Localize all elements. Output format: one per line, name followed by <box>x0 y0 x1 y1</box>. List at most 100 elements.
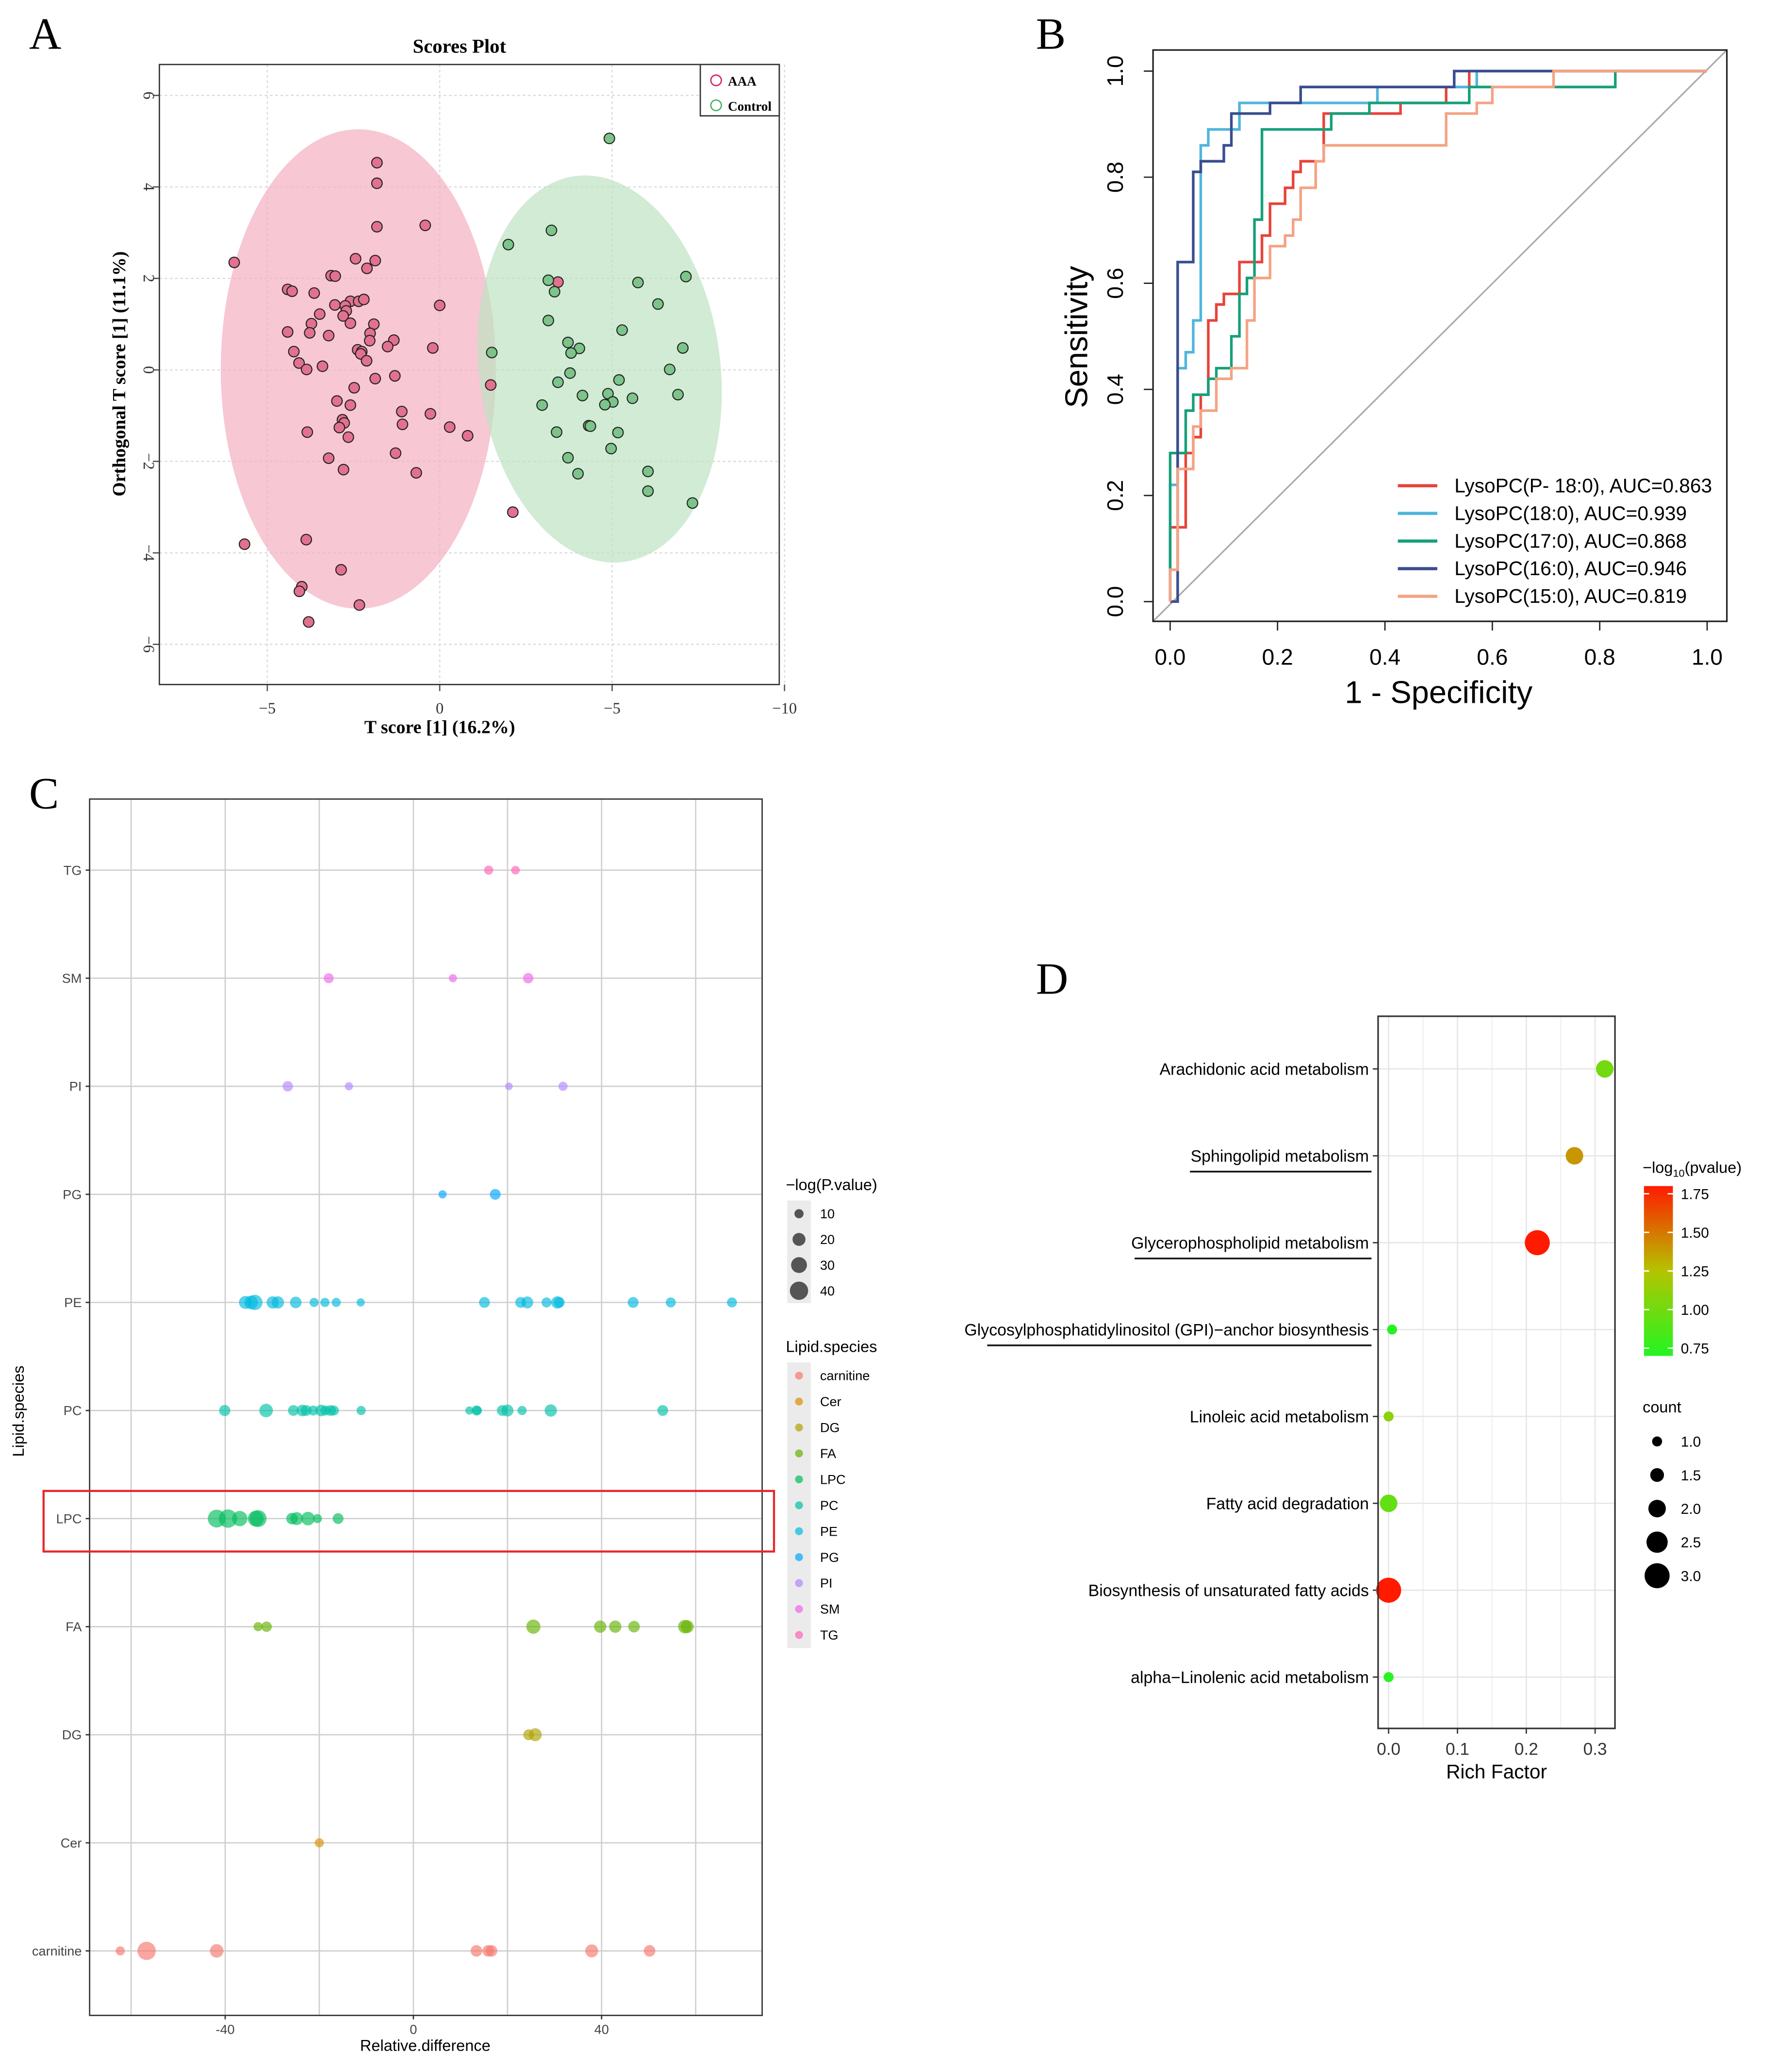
point-aaa <box>345 399 357 411</box>
size-legend-dot <box>790 1281 808 1300</box>
point-control <box>642 465 654 478</box>
color-legend-dot <box>795 1527 803 1535</box>
x-tick-label: 0 <box>436 700 444 717</box>
color-legend-label: LPC <box>820 1472 846 1487</box>
legend-box <box>699 64 780 117</box>
point-aaa <box>361 262 373 274</box>
bubble-carnitine <box>485 1945 497 1957</box>
legend-label: AAA <box>728 74 757 88</box>
point-control <box>626 392 639 404</box>
point-aaa <box>329 299 341 311</box>
size-legend-dot <box>1652 1436 1662 1447</box>
y-tick-label: 2 <box>140 274 157 282</box>
colorbar-tick-label: 1.00 <box>1681 1302 1709 1318</box>
point-aaa <box>427 342 439 354</box>
point-control <box>562 336 574 348</box>
y-tick-label: 0.6 <box>1102 268 1128 299</box>
y-tick-label: PG <box>63 1187 82 1202</box>
y-tick-label: 0 <box>140 366 157 374</box>
point-aaa <box>345 317 357 329</box>
bubble-pe <box>554 1297 565 1308</box>
bubble-pi <box>282 1081 293 1092</box>
y-tick-label: PE <box>64 1295 82 1310</box>
panel-labels: A B C D <box>29 9 1068 1003</box>
pathway-bubble <box>1525 1230 1550 1256</box>
point-aaa <box>485 379 497 391</box>
x-tick-label: 1.0 <box>1692 645 1723 670</box>
point-aaa <box>371 221 383 233</box>
colorbar-title-end: (pvalue) <box>1685 1159 1742 1177</box>
point-aaa <box>461 430 474 442</box>
point-control <box>576 389 589 401</box>
panel-c-lipid-bubble-plot: TG SM PI PG PE PC LPC FA DG Cer carnitine -40 0 40 Rel… <box>10 798 877 2055</box>
pathway-label: Glycerophospholipid metabolism <box>1131 1234 1369 1253</box>
colorbar-tick-label: 0.75 <box>1681 1341 1709 1357</box>
legend-label: Control <box>728 99 772 114</box>
point-aaa <box>316 360 329 372</box>
point-aaa <box>228 256 240 268</box>
roc-curve <box>1168 69 1707 602</box>
point-control <box>652 298 664 310</box>
point-aaa <box>434 299 446 312</box>
legend-label: LysoPC(17:0), AUC=0.868 <box>1454 530 1687 552</box>
point-control <box>584 420 596 432</box>
color-legend-label: PE <box>820 1524 838 1539</box>
pathway-label: Biosynthesis of unsaturated fatty acids <box>1088 1582 1369 1600</box>
pathway-label: Linoleic acid metabolism <box>1190 1408 1369 1426</box>
colorbar-tick-label: 1.75 <box>1681 1186 1709 1202</box>
bubble-pi <box>345 1082 353 1091</box>
pathway-label: alpha−Linolenic acid metabolism <box>1131 1669 1369 1687</box>
color-legend-label: DG <box>820 1420 840 1435</box>
bubble-pc <box>288 1405 299 1416</box>
pathway-bubble <box>1565 1147 1583 1165</box>
point-aaa <box>331 395 343 407</box>
point-control <box>612 427 624 439</box>
y-tick-label: Cer <box>61 1835 82 1850</box>
point-aaa <box>444 421 456 433</box>
bubble-tg <box>511 865 520 875</box>
bubble-pg <box>490 1189 501 1200</box>
pathway-bubble <box>1387 1325 1398 1335</box>
bubble-pe <box>726 1297 737 1308</box>
roc-curve <box>1168 69 1707 602</box>
bubble-pi <box>558 1081 568 1091</box>
size-legend-label: 20 <box>820 1232 835 1247</box>
bubble-pe <box>479 1297 490 1308</box>
legend-marker <box>710 99 722 112</box>
y-tick-label: −6 <box>140 636 157 653</box>
bubble-pe <box>271 1296 284 1309</box>
y-tick-label: −4 <box>140 545 157 562</box>
pathway-label: Arachidonic acid metabolism <box>1160 1061 1369 1079</box>
bubble-pe <box>627 1297 639 1308</box>
bubble-pc <box>465 1406 474 1415</box>
point-aaa <box>390 447 402 459</box>
size-legend-dot <box>1645 1563 1670 1589</box>
point-aaa <box>425 408 436 420</box>
bubble-lpc <box>301 1511 315 1525</box>
bubble-sm <box>523 973 534 984</box>
reference-diagonal <box>1152 49 1728 622</box>
bubble-pe <box>309 1298 319 1307</box>
bubble-pc <box>356 1406 366 1415</box>
bubble-pc <box>259 1404 273 1418</box>
bubble-pc <box>300 1405 312 1416</box>
bubble-lpc <box>290 1512 303 1525</box>
point-control <box>605 443 617 455</box>
point-aaa <box>361 355 373 367</box>
bubble-pi <box>505 1082 513 1090</box>
point-aaa <box>396 405 408 417</box>
bubble-pc <box>517 1406 527 1415</box>
panel-label: D <box>1036 954 1069 1004</box>
point-control <box>672 389 684 400</box>
bubble-lpc <box>313 1514 322 1524</box>
point-aaa <box>303 616 315 628</box>
bubble-fa <box>680 1620 694 1633</box>
plot-frame <box>159 64 780 685</box>
color-legend-dot <box>795 1579 803 1587</box>
color-legend-label: SM <box>820 1602 840 1617</box>
bubble-pc <box>308 1405 318 1416</box>
bubble-pe <box>521 1296 533 1309</box>
size-legend-dot <box>1648 1500 1666 1518</box>
bubble-dg <box>528 1728 542 1741</box>
